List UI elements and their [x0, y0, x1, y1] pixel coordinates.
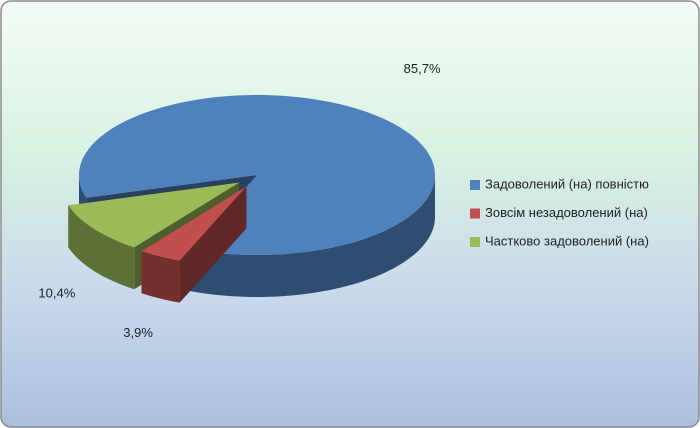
legend-label: Задоволений (на) повністю: [485, 176, 649, 191]
slice-side: [190, 175, 435, 297]
slice: [68, 182, 240, 248]
data-label: 3,9%: [123, 325, 153, 340]
legend-label: Частково задоволений (на): [485, 233, 649, 248]
legend-label: Зовсім незадоволений (на): [485, 205, 648, 220]
slice-side: [141, 251, 180, 303]
slice-side: [68, 205, 135, 290]
slice: [79, 95, 435, 255]
slice: [141, 186, 247, 261]
legend-swatch: [470, 208, 480, 219]
data-label: 10,4%: [38, 285, 75, 300]
legend-swatch: [470, 237, 480, 247]
data-label: 85,7%: [404, 61, 441, 76]
legend-swatch: [470, 180, 480, 190]
